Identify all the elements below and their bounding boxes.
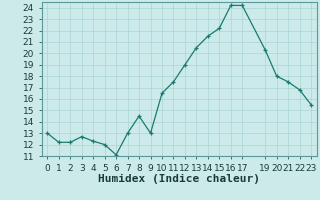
X-axis label: Humidex (Indice chaleur): Humidex (Indice chaleur) [98, 174, 260, 184]
